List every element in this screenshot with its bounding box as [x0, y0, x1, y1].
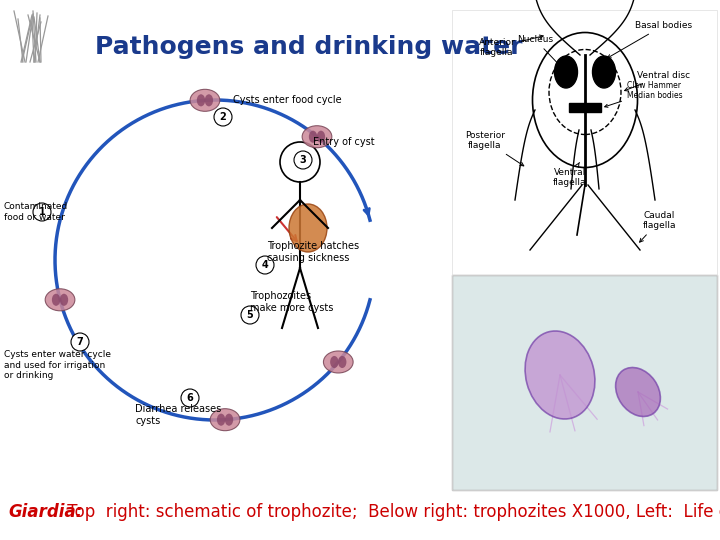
Ellipse shape	[217, 414, 225, 426]
Text: 7: 7	[76, 337, 84, 347]
Ellipse shape	[309, 131, 318, 143]
Text: Anterior
flagella: Anterior flagella	[479, 35, 544, 57]
Text: 1: 1	[39, 207, 45, 217]
Ellipse shape	[45, 289, 75, 311]
Text: Trophozite hatches
causing sickness: Trophozite hatches causing sickness	[267, 241, 359, 263]
Ellipse shape	[616, 368, 660, 416]
Text: Claw Hammer
Median bodies: Claw Hammer Median bodies	[605, 80, 683, 107]
Ellipse shape	[190, 89, 220, 111]
Circle shape	[33, 203, 51, 221]
Text: Giardia:: Giardia:	[8, 503, 82, 521]
Text: Cysts enter water cycle
and used for irrigation
or drinking: Cysts enter water cycle and used for irr…	[4, 350, 111, 380]
Text: Trophozoites
make more cysts: Trophozoites make more cysts	[250, 291, 333, 313]
Text: 6: 6	[186, 393, 194, 403]
Text: Nucleus: Nucleus	[517, 35, 563, 69]
Ellipse shape	[197, 94, 205, 106]
Ellipse shape	[204, 94, 213, 106]
Bar	[452, 275, 717, 490]
Ellipse shape	[554, 56, 577, 88]
Ellipse shape	[60, 294, 68, 306]
Text: Cysts enter food cycle: Cysts enter food cycle	[233, 95, 341, 105]
Ellipse shape	[338, 356, 346, 368]
Text: Diarrhea releases
cysts: Diarrhea releases cysts	[135, 404, 221, 426]
Ellipse shape	[593, 56, 616, 88]
Bar	[569, 103, 601, 112]
Circle shape	[71, 333, 89, 351]
Text: Entry of cyst: Entry of cyst	[313, 137, 374, 147]
Ellipse shape	[302, 126, 332, 148]
Circle shape	[181, 389, 199, 407]
Text: Caudal
flagella: Caudal flagella	[639, 211, 677, 242]
Text: Pathogens and drinking water: Pathogens and drinking water	[95, 35, 523, 59]
Ellipse shape	[323, 351, 353, 373]
Text: Ventral disc: Ventral disc	[625, 71, 690, 91]
Text: Basal bodies: Basal bodies	[608, 21, 692, 58]
Ellipse shape	[225, 414, 233, 426]
Text: 3: 3	[300, 155, 307, 165]
Circle shape	[214, 108, 232, 126]
Bar	[452, 10, 717, 490]
Text: 2: 2	[220, 112, 226, 122]
Text: 5: 5	[247, 310, 253, 320]
Ellipse shape	[289, 204, 327, 252]
Text: 4: 4	[261, 260, 269, 270]
Ellipse shape	[52, 294, 60, 306]
Ellipse shape	[317, 131, 325, 143]
Text: Ventral
flagella: Ventral flagella	[553, 163, 587, 187]
Text: Contaminated
food or water: Contaminated food or water	[4, 202, 68, 222]
Circle shape	[256, 256, 274, 274]
Text: Top  right: schematic of trophozite;  Below right: trophozites X1000, Left:  Lif: Top right: schematic of trophozite; Belo…	[62, 503, 720, 521]
Ellipse shape	[525, 331, 595, 419]
Ellipse shape	[210, 409, 240, 431]
Ellipse shape	[330, 356, 338, 368]
Circle shape	[294, 151, 312, 169]
Text: Posterior
flagella: Posterior flagella	[465, 131, 523, 166]
Circle shape	[241, 306, 259, 324]
